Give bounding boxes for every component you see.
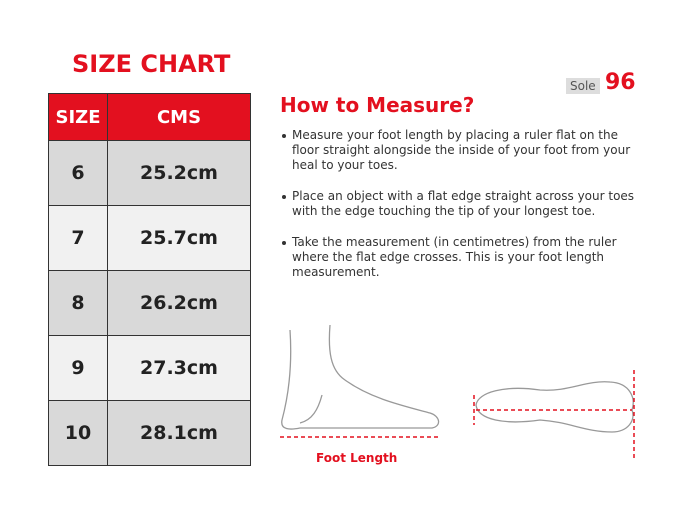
cell: 25.2cm bbox=[107, 140, 251, 206]
foot-side bbox=[281, 324, 440, 430]
cell: 8 bbox=[48, 270, 108, 336]
cell: 27.3cm bbox=[107, 335, 251, 401]
row: 8 26.2cm bbox=[48, 270, 251, 336]
bullet: Measure your foot length by placing a ru… bbox=[282, 128, 637, 173]
cell: 7 bbox=[48, 205, 108, 271]
instructions-title: How to Measure? bbox=[280, 93, 475, 117]
size-table: SIZE CMS 6 25.2cm 7 25.7cm 8 26.2cm 9 27.3cm… bbox=[48, 93, 251, 466]
cell: 28.1cm bbox=[107, 400, 251, 466]
cell: 26.2cm bbox=[107, 270, 251, 336]
bullet: Place an object with a flat edge straigh… bbox=[282, 189, 637, 219]
brand-label: Sole bbox=[566, 78, 600, 94]
header-cell: CMS bbox=[107, 93, 251, 141]
bullet: Take the measurement (in centimetres) fr… bbox=[282, 235, 637, 280]
cell: 25.7cm bbox=[107, 205, 251, 271]
brand-number: 96 bbox=[605, 70, 636, 95]
row: 9 27.3cm bbox=[48, 335, 251, 401]
row: 10 28.1cm bbox=[48, 400, 251, 466]
cell: 10 bbox=[48, 400, 108, 466]
row: 6 25.2cm bbox=[48, 140, 251, 206]
title: SIZE CHART bbox=[72, 50, 231, 78]
figure-caption: Foot Length bbox=[316, 451, 398, 465]
foot-bottom bbox=[475, 381, 634, 433]
cell: 9 bbox=[48, 335, 108, 401]
row: 7 25.7cm bbox=[48, 205, 251, 271]
instructions-list: Measure your foot length by placing a ru… bbox=[280, 128, 637, 296]
header-cell: SIZE bbox=[48, 93, 108, 141]
header-row: SIZE CMS bbox=[48, 93, 251, 141]
